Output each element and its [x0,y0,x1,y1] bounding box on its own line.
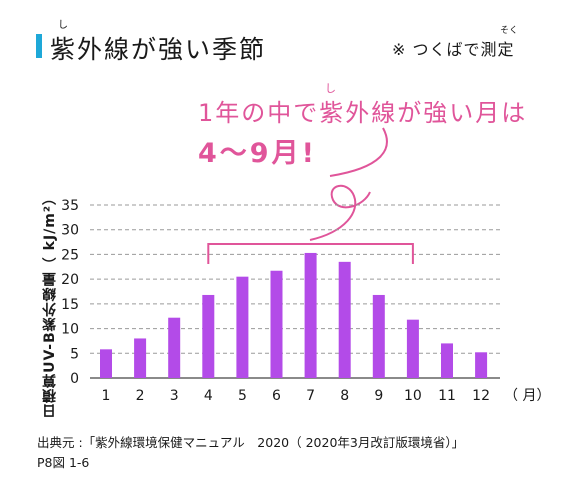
source-citation: 出典元 :「紫外線環境保健マニュアル 2020（ 2020年3月改訂版環境省）」 [37,435,465,450]
x-tick-label: 7 [306,388,315,404]
callout-line-2: 4～9月! [198,138,317,169]
bar-month-6 [270,270,283,378]
bar-month-9 [372,294,385,378]
bar-month-2 [134,338,147,378]
x-tick-label: 12 [472,388,490,404]
x-tick-label: 9 [374,388,383,404]
y-tick-label: 35 [61,198,79,214]
bar-month-8 [338,261,351,378]
bar-month-12 [475,352,488,378]
y-tick-label: 25 [61,247,79,263]
x-tick-label: 8 [340,388,349,404]
callout-connector [329,127,388,177]
x-tick-label: 1 [102,388,111,404]
highlight-bracket [207,243,414,264]
y-tick-label: 0 [70,371,79,387]
x-axis-label: （ 月） [504,388,550,404]
page-title: 紫外線が強い季節 [50,35,267,64]
bar-month-4 [202,294,215,378]
bar-month-11 [441,343,453,378]
x-tick-label: 5 [238,388,247,404]
bar-month-5 [236,276,249,378]
y-tick-label: 20 [61,272,79,288]
y-tick-label: 10 [61,322,79,338]
bar-month-1 [100,349,112,378]
title-accent-bar [36,34,42,58]
x-tick-label: 6 [272,388,281,404]
note-ruby: そく [500,26,519,36]
callout-line-1: 1年の中で紫外線が強い月は [198,99,528,127]
x-tick-label: 11 [438,388,456,404]
x-tick-label: 10 [404,388,422,404]
callout-loop [309,185,371,241]
source-figure-ref: P8図 1-6 [37,455,90,470]
bar-month-7 [304,252,317,378]
x-tick-label: 4 [204,388,213,404]
y-tick-label: 30 [61,223,79,239]
y-tick-label: 15 [61,297,79,313]
x-tick-label: 3 [170,388,179,404]
title-ruby: し [58,20,68,31]
callout-ruby: し [325,82,336,95]
bar-month-3 [168,317,181,378]
x-tick-label: 2 [136,388,145,404]
measurement-note: ※ つくばで測定 [392,40,515,59]
bar-month-10 [406,319,419,378]
y-tick-label: 5 [70,346,79,362]
